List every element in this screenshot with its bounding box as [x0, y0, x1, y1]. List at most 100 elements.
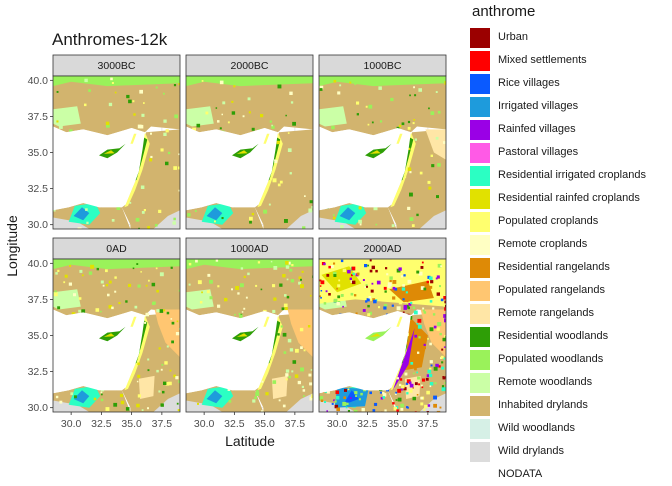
map-cell [414, 368, 417, 371]
map-cell [426, 391, 430, 395]
woodland-band [186, 106, 214, 126]
map-cell [288, 132, 290, 134]
map-cell [437, 322, 441, 326]
map-cell [409, 95, 411, 97]
map-cell [422, 379, 425, 382]
facet-panel: 3000BC30.032.535.037.540.0 [28, 55, 183, 232]
map-cell [423, 347, 426, 350]
map-cell [430, 300, 433, 303]
map-cell [399, 267, 402, 270]
map-cell [63, 281, 65, 283]
map-cell [354, 83, 356, 85]
map-cell [430, 280, 433, 283]
legend-label: Wild woodlands [498, 422, 575, 434]
legend-item: Remote rangelands [468, 302, 672, 325]
map-cell [167, 312, 170, 315]
x-tick-label: 32.5 [224, 418, 245, 430]
map-cell [163, 133, 166, 136]
map-cell [430, 327, 434, 331]
map-cell [388, 282, 392, 286]
map-cell [356, 102, 359, 105]
map-cell [132, 100, 134, 102]
x-tick-label: 37.5 [418, 418, 439, 430]
legend-swatch [470, 28, 490, 48]
y-tick-label: 35.0 [28, 330, 49, 342]
map-cell [136, 404, 140, 408]
map-cell [147, 407, 149, 409]
map-cell [418, 354, 420, 356]
map-cell [430, 360, 433, 363]
legend-label: Remote rangelands [498, 307, 594, 319]
map-cell [289, 376, 291, 378]
map-cell [163, 93, 165, 95]
legend-label: Populated rangelands [498, 284, 605, 296]
map-cell [289, 269, 292, 272]
legend-swatch [470, 189, 490, 209]
map-cell [339, 84, 341, 86]
map-cell [360, 393, 363, 396]
x-tick-label: 35.0 [121, 418, 142, 430]
map-cell [309, 382, 312, 385]
map-cell [429, 286, 432, 289]
legend-label: Rainfed villages [498, 123, 576, 135]
map-cell [417, 319, 421, 323]
map-cell [197, 124, 201, 128]
map-cell [399, 125, 401, 127]
map-cell [110, 78, 113, 81]
map-cell [195, 210, 197, 212]
map-cell [133, 268, 135, 270]
map-cell [136, 263, 138, 265]
map-cell [285, 261, 289, 265]
map-cell [285, 307, 288, 310]
map-cell [346, 403, 348, 405]
map-cell [431, 365, 433, 367]
map-cell [56, 120, 58, 122]
x-tick-label: 32.5 [357, 418, 378, 430]
map-cell [384, 287, 387, 290]
map-cell [161, 403, 164, 406]
map-cell [233, 85, 235, 87]
map-cell [445, 376, 448, 379]
legend-label: Irrigated villages [498, 100, 578, 112]
map-cell [380, 392, 382, 394]
map-cell [392, 224, 395, 227]
map-cell [373, 409, 376, 412]
map-cell [420, 397, 423, 400]
map-cell [156, 309, 159, 312]
map-cell [261, 410, 264, 413]
legend-swatch [470, 74, 490, 94]
map-cell [79, 297, 82, 300]
map-cell [140, 125, 144, 129]
map-cell [231, 101, 233, 103]
map-cell [337, 295, 340, 298]
map-cell [352, 281, 356, 285]
map-cell [162, 364, 164, 366]
map-cell [410, 217, 414, 221]
map-cell [207, 274, 210, 277]
map-cell [428, 370, 432, 374]
map-cell [156, 370, 159, 373]
legend-item: Rainfed villages [468, 118, 672, 141]
legend-item: Remote croplands [468, 233, 672, 256]
map-cell [177, 403, 179, 405]
legend-label: Populated croplands [498, 215, 598, 227]
map-cell [97, 268, 99, 270]
map-cell [239, 313, 241, 315]
map-cell [410, 384, 414, 388]
map-cell [88, 89, 91, 92]
map-cell [319, 396, 323, 400]
map-cell [246, 297, 248, 299]
facet-label: 2000BC [231, 60, 269, 72]
map-cell [106, 284, 108, 286]
map-cell [404, 176, 406, 178]
map-cell [346, 407, 348, 409]
map-cell [288, 339, 292, 343]
map-cell [370, 298, 372, 300]
map-cell [142, 409, 144, 411]
map-cell [378, 306, 380, 308]
map-cell [90, 265, 94, 269]
map-cell [82, 274, 84, 276]
map-cell [112, 82, 114, 84]
legend: anthrome Urban Mixed settlements Rice vill… [468, 0, 672, 480]
legend-swatch [470, 327, 490, 347]
